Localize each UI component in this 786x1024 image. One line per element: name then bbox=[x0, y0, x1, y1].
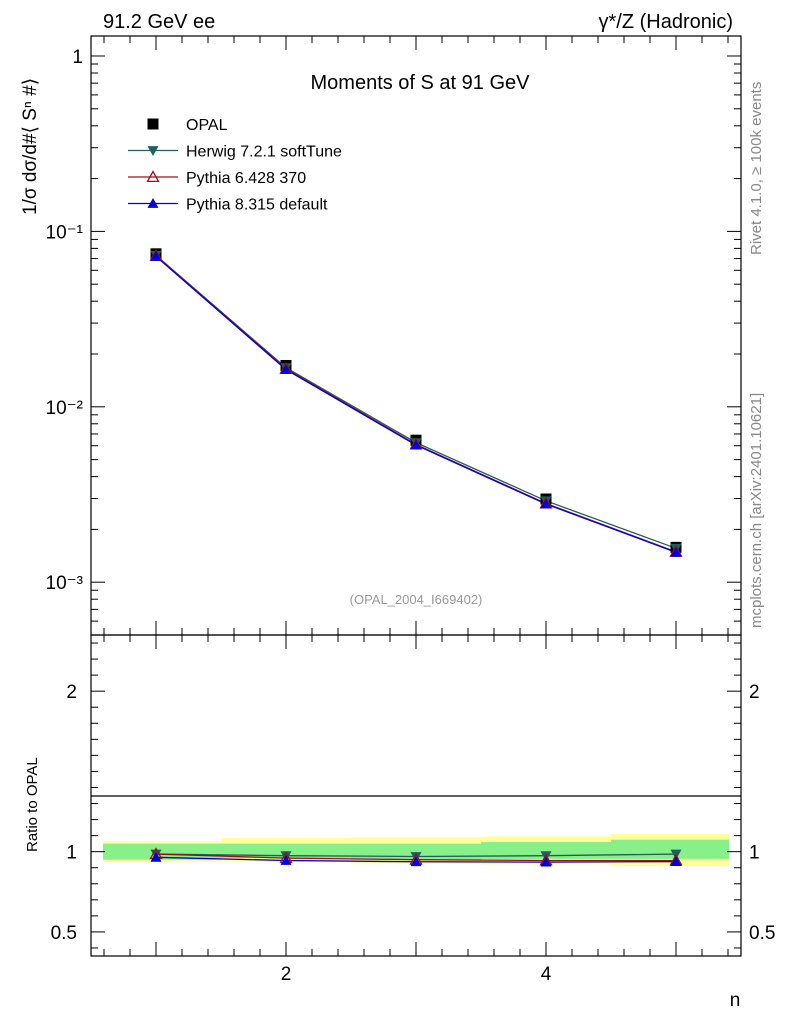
mcplots-label: mcplots.cern.ch [arXiv:2401.10621] bbox=[748, 393, 765, 628]
main-point-s3-2 bbox=[410, 439, 422, 450]
legend-marker-1 bbox=[147, 146, 159, 156]
legend-marker-3 bbox=[147, 198, 159, 208]
main-y-label: 1/σ dσ/d#⟨ Sⁿ #⟩ bbox=[20, 78, 41, 215]
main-line-0 bbox=[156, 254, 676, 548]
header-left: 91.2 GeV ee bbox=[103, 11, 215, 33]
ratio-point-s2-3 bbox=[540, 856, 552, 867]
ratio-x-tick-label: 4 bbox=[541, 964, 552, 985]
main-line-1 bbox=[155, 254, 677, 549]
main-series-markers bbox=[149, 248, 683, 557]
ratio-y-label: Ratio to OPAL bbox=[24, 757, 41, 852]
rivet-label: Rivet 4.1.0, ≥ 100k events bbox=[748, 82, 765, 255]
ratio-y-tick-label: 1 bbox=[66, 843, 77, 864]
ratio-series-markers bbox=[149, 847, 683, 867]
main-panel: 1 10⁻¹ 10⁻² 10⁻³ Moments of S at 91 GeV 1/σ… bbox=[20, 35, 742, 636]
legend-marker-0 bbox=[147, 118, 159, 130]
main-point-s3-0 bbox=[150, 250, 162, 261]
main-point-s3-1 bbox=[280, 364, 292, 374]
ratio-y-tick-label-right: 0.5 bbox=[749, 923, 775, 944]
ratio-y-axis: 0.5 0.5 1 1 2 2 bbox=[51, 642, 775, 949]
stat-band-4 bbox=[611, 839, 729, 859]
main-y-tick-label: 10⁻³ bbox=[46, 573, 84, 594]
ratio-x-tick-label: 2 bbox=[281, 964, 292, 985]
legend-marker-2 bbox=[146, 170, 160, 183]
ratio-point-s2-2 bbox=[410, 856, 422, 867]
x-axis-label: n bbox=[730, 990, 741, 1011]
legend-label-3: Pythia 8.315 default bbox=[186, 197, 328, 214]
ratio-y-tick-label: 0.5 bbox=[51, 923, 77, 944]
main-series-lines bbox=[155, 254, 677, 553]
header-right: γ*/Z (Hadronic) bbox=[599, 11, 733, 33]
legend: OPAL Herwig 7.2.1 softTune Pythia 6.428 37… bbox=[128, 117, 342, 214]
legend-label-1: Herwig 7.2.1 softTune bbox=[186, 144, 342, 161]
main-line-3 bbox=[155, 255, 677, 553]
main-y-tick-label: 1 bbox=[72, 47, 83, 68]
main-point-s3-4 bbox=[670, 546, 682, 557]
main-line-2 bbox=[155, 255, 677, 553]
ratio-point-s2-1 bbox=[280, 855, 292, 865]
ratio-y-tick-label-right: 2 bbox=[749, 682, 760, 703]
stat-band-1 bbox=[221, 843, 351, 859]
main-title: Moments of S at 91 GeV bbox=[311, 72, 531, 94]
main-y-tick-label: 10⁻¹ bbox=[46, 222, 84, 243]
ratio-point-s2-0 bbox=[150, 851, 162, 862]
legend-label-0: OPAL bbox=[186, 117, 228, 134]
ratio-point-s2-4 bbox=[670, 856, 682, 867]
main-x-ticks bbox=[103, 36, 729, 635]
ratio-y-tick-label-right: 1 bbox=[749, 843, 760, 864]
main-y-tick-label: 10⁻² bbox=[46, 398, 84, 419]
ratio-y-tick-label: 2 bbox=[66, 682, 77, 703]
main-point-s3-3 bbox=[540, 498, 552, 509]
main-y-axis: 1 10⁻¹ 10⁻² 10⁻³ bbox=[46, 47, 741, 636]
legend-label-2: Pythia 6.428 370 bbox=[186, 170, 306, 187]
analysis-annotation: (OPAL_2004_I669402) bbox=[350, 592, 483, 607]
